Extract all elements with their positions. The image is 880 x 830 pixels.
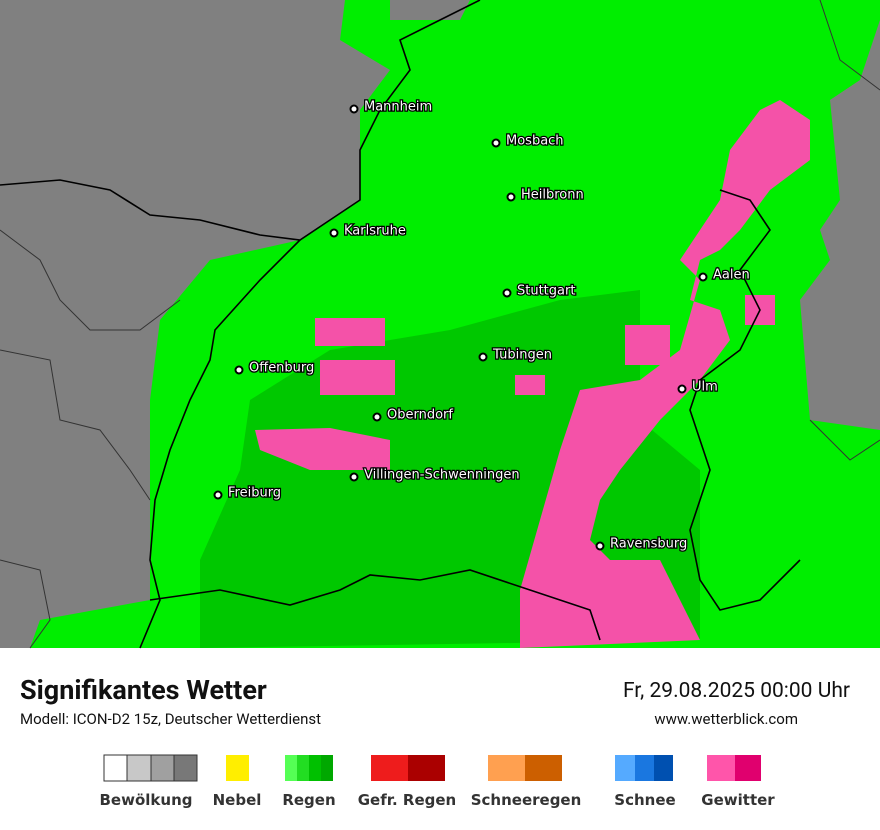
legend bbox=[103, 754, 761, 782]
city: Ravensburg bbox=[595, 535, 689, 553]
swatch bbox=[408, 755, 445, 781]
city: Freiburg bbox=[213, 484, 282, 502]
city: Mannheim bbox=[349, 98, 433, 116]
swatch bbox=[615, 755, 635, 781]
city-label: Karlsruhe bbox=[344, 224, 406, 239]
thunderstorm-areas bbox=[255, 100, 810, 648]
city-label: Tübingen bbox=[492, 348, 552, 363]
borders bbox=[0, 0, 801, 649]
city: Aalen bbox=[698, 266, 751, 284]
city: Karlsruhe bbox=[329, 222, 407, 240]
city: Villingen-Schwenningen bbox=[349, 466, 521, 484]
city-label: Aalen bbox=[713, 268, 750, 283]
city: Offenburg bbox=[234, 359, 316, 377]
swatch bbox=[226, 755, 249, 781]
model-info: Modell: ICON-D2 15z, Deutscher Wetterdie… bbox=[20, 710, 321, 728]
city-label: Mannheim bbox=[364, 100, 432, 115]
map: Mannheim Mosbach Heilbronn Karlsruhe Aal… bbox=[0, 0, 880, 649]
legend-label: Gefr. Regen bbox=[358, 791, 457, 809]
city: Oberndorf bbox=[372, 406, 455, 424]
swatch bbox=[321, 755, 333, 781]
region-borders bbox=[0, 0, 880, 649]
legend-label: Schnee bbox=[614, 791, 675, 809]
cities: Mannheim Mosbach Heilbronn Karlsruhe Aal… bbox=[213, 98, 751, 553]
footer-title: Signifikantes Wetter bbox=[20, 674, 267, 706]
legend-label: Schneeregen bbox=[471, 791, 582, 809]
city: Stuttgart bbox=[502, 282, 577, 300]
city: Mosbach bbox=[491, 132, 565, 150]
swatch bbox=[103, 754, 128, 782]
legend-label: Nebel bbox=[213, 791, 262, 809]
legend-label: Regen bbox=[282, 791, 335, 809]
swatch bbox=[150, 754, 175, 782]
city-label: Offenburg bbox=[249, 361, 314, 376]
city-label: Stuttgart bbox=[517, 284, 575, 299]
city-label: Ulm bbox=[692, 380, 718, 395]
swatch bbox=[707, 755, 735, 781]
footer: Signifikantes Wetter Modell: ICON-D2 15z… bbox=[20, 674, 850, 728]
swatch bbox=[285, 755, 297, 781]
swatch bbox=[297, 755, 309, 781]
city-label: Villingen-Schwenningen bbox=[364, 468, 520, 483]
swatch bbox=[309, 755, 321, 781]
swatch bbox=[654, 755, 673, 781]
city: Tübingen bbox=[478, 346, 553, 364]
city-label: Ravensburg bbox=[610, 537, 687, 552]
swatch bbox=[488, 755, 525, 781]
city-label: Mosbach bbox=[506, 134, 564, 149]
datetime: Fr, 29.08.2025 00:00 Uhr bbox=[623, 679, 850, 703]
swatch bbox=[126, 754, 152, 782]
swatch bbox=[371, 755, 408, 781]
swatch bbox=[635, 755, 654, 781]
city-label: Heilbronn bbox=[521, 188, 584, 203]
city-label: Freiburg bbox=[228, 486, 281, 501]
city: Ulm bbox=[677, 378, 719, 396]
swatch bbox=[735, 755, 761, 781]
swatch bbox=[525, 755, 562, 781]
legend-label: Bewölkung bbox=[100, 791, 193, 809]
city: Heilbronn bbox=[506, 186, 585, 204]
legend-label: Gewitter bbox=[701, 791, 775, 809]
website: www.wetterblick.com bbox=[654, 710, 798, 728]
swatch bbox=[173, 754, 198, 782]
city-label: Oberndorf bbox=[387, 408, 453, 423]
